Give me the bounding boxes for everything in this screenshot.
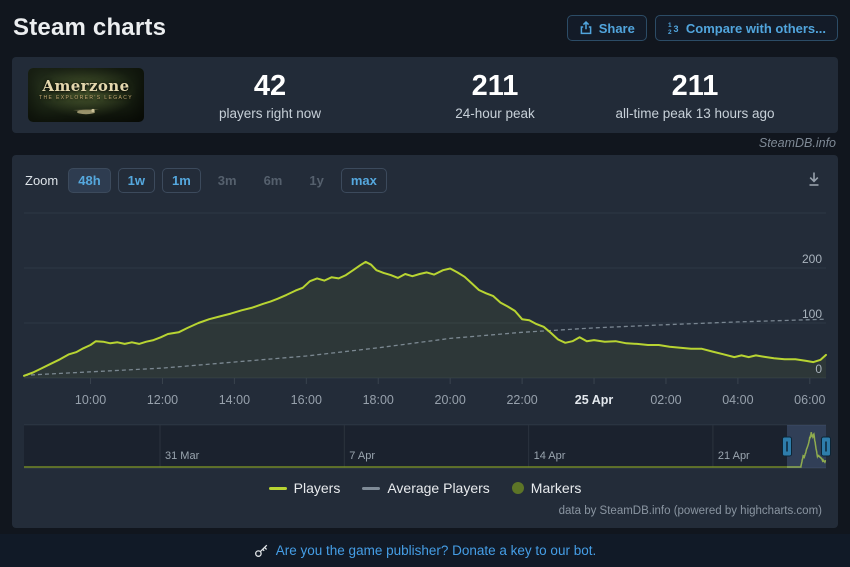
donate-key-text: Are you the game publisher? Donate a key…: [275, 543, 597, 558]
svg-text:1: 1: [668, 22, 672, 29]
donate-key-link[interactable]: Are you the game publisher? Donate a key…: [254, 543, 596, 558]
current-players-value: 42: [253, 70, 287, 102]
zoom-buttons: 48h 1w 1m 3m 6m 1y max: [68, 168, 387, 193]
svg-text:2: 2: [668, 29, 672, 35]
legend-markers-label: Markers: [530, 480, 582, 496]
chart-panel: Zoom 48h 1w 1m 3m 6m 1y max 0 100 200 10:00 12:00 1…: [12, 155, 838, 528]
x-axis-label: 12:00: [146, 393, 179, 407]
x-axis-label: 16:00: [290, 393, 322, 407]
average-line-swatch: [362, 486, 381, 490]
zoom-button-48h[interactable]: 48h: [68, 168, 111, 193]
average-players-series: [23, 318, 827, 376]
y-axis-label-200: 200: [801, 252, 822, 266]
zoom-button-max[interactable]: max: [340, 168, 387, 193]
navigator-date-label: 7 Apr: [349, 450, 375, 462]
legend-average-label: Average Players: [387, 480, 490, 496]
game-subtitle: THE EXPLORER'S LEGACY: [39, 95, 133, 101]
peak-alltime-value: 211: [671, 70, 719, 102]
x-axis-label: 02:00: [650, 393, 682, 407]
players-series: [23, 260, 827, 377]
chart-legend: Players Average Players Markers: [12, 480, 838, 496]
footer-bar: Are you the game publisher? Donate a key…: [0, 534, 850, 567]
svg-text:3: 3: [673, 24, 678, 34]
share-icon: [580, 21, 592, 35]
navigator-date-label: 21 Apr: [717, 450, 750, 462]
navigator-date-label: 31 Mar: [165, 450, 200, 462]
current-players-label: players right now: [218, 106, 322, 122]
players-area-fill: [24, 261, 826, 378]
y-axis-label-0: 0: [815, 362, 822, 376]
y-axis-label-100: 100: [801, 307, 822, 321]
x-axis-label: 06:00: [794, 393, 826, 407]
chart-plot: [23, 212, 831, 469]
zoom-button-3m: 3m: [208, 168, 247, 193]
zoom-button-1y: 1y: [299, 168, 333, 193]
peak-24h-value: 211: [471, 70, 519, 102]
legend-item-players[interactable]: Players: [268, 480, 341, 496]
legend-item-markers[interactable]: Markers: [511, 480, 582, 496]
zoom-label: Zoom: [25, 173, 59, 188]
navigator-selection-window[interactable]: [787, 425, 826, 468]
legend-players-label: Players: [293, 480, 341, 496]
stat-current-players: 42 players right now: [202, 70, 338, 122]
legend-item-average-players[interactable]: Average Players: [362, 480, 490, 496]
navigator-mask-outside: [24, 425, 787, 468]
x-axis-label: 22:00: [506, 393, 538, 407]
zoom-controls: Zoom 48h 1w 1m 3m 6m 1y max: [25, 168, 387, 193]
header-buttons: Share 1 2 3 Compare with others...: [566, 15, 838, 41]
x-axis-label: 04:00: [722, 393, 754, 407]
zoom-button-1m[interactable]: 1m: [161, 168, 201, 193]
stats-panel: Amerzone THE EXPLORER'S LEGACY 42 player…: [12, 57, 838, 133]
stat-24h-peak: 211 24-hour peak: [427, 70, 563, 122]
navigator-series: [24, 432, 827, 468]
compare-list-icon: 1 2 3: [668, 22, 679, 35]
players-line-swatch: [268, 486, 287, 490]
x-axis-label: 14:00: [218, 393, 251, 407]
game-capsule[interactable]: Amerzone THE EXPLORER'S LEGACY: [28, 68, 144, 122]
steamdb-watermark: SteamDB.info: [758, 136, 836, 150]
seaplane-art: [73, 108, 99, 115]
share-label: Share: [598, 20, 635, 36]
compare-label: Compare with others...: [685, 20, 826, 36]
download-menu-icon[interactable]: [804, 169, 824, 189]
zoom-button-6m: 6m: [254, 168, 293, 193]
x-axis-label: 18:00: [362, 393, 394, 407]
zoom-button-1w[interactable]: 1w: [117, 168, 155, 193]
share-button[interactable]: Share: [566, 15, 647, 41]
peak-alltime-label: all-time peak 13 hours ago: [615, 106, 775, 122]
highcharts-attribution: data by SteamDB.info (powered by highcha…: [558, 505, 822, 517]
peak-24h-label: 24-hour peak: [455, 106, 535, 122]
page-title: Steam charts: [13, 14, 167, 41]
stat-alltime-peak: 211 all-time peak 13 hours ago: [562, 70, 828, 122]
navigator-date-label: 14 Apr: [533, 450, 566, 462]
game-title: Amerzone: [42, 77, 130, 95]
markers-dot-swatch: [511, 482, 524, 494]
compare-button[interactable]: 1 2 3 Compare with others...: [654, 15, 838, 41]
header: Steam charts Share 1 2 3 Compare with ot…: [0, 0, 850, 56]
x-axis-label: 25 Apr: [574, 393, 614, 407]
key-icon: [254, 544, 268, 557]
x-axis-label: 10:00: [74, 393, 107, 407]
x-axis-label: 20:00: [434, 393, 466, 407]
